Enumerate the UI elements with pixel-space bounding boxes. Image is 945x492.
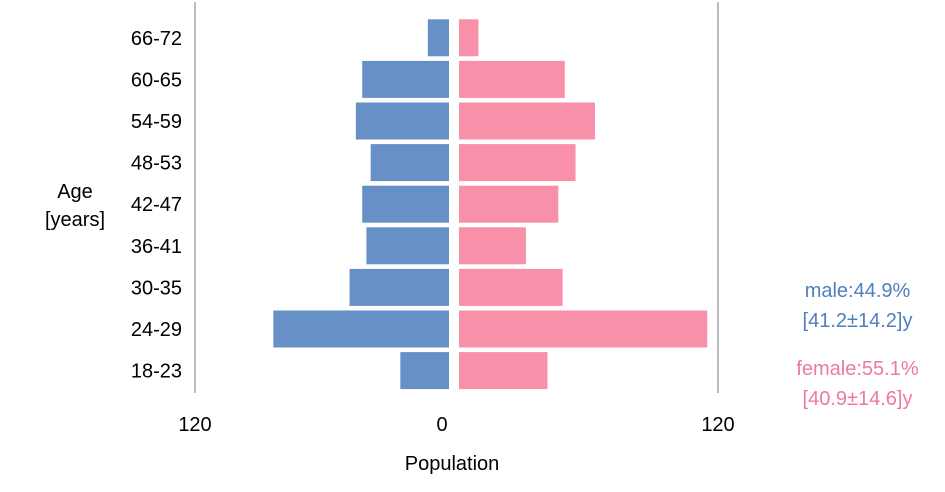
x-tick-label-zero: 0 [436, 414, 447, 436]
male-annotation: male:44.9% [41.2±14.2]y [770, 276, 945, 336]
female-share-text: female:55.1% [796, 358, 919, 380]
y-axis-label-line-2: [years] [44, 209, 106, 231]
male-bar-60-65 [362, 60, 449, 98]
age-label-36-41: 36-41 [131, 236, 182, 258]
male-bar-24-29 [273, 310, 449, 348]
female-bar-30-35 [459, 268, 563, 306]
age-label-42-47: 42-47 [131, 194, 182, 216]
age-category-labels: 66-72 60-65 54-59 48-53 42-47 36-41 30-35 24-29… [131, 28, 182, 383]
age-label-18-23: 18-23 [131, 361, 182, 383]
x-axis-tick-labels: 120 0 120 [178, 414, 734, 436]
female-annotation: female:55.1% [40.9±14.6]y [770, 354, 945, 414]
female-bar-18-23 [459, 352, 548, 390]
age-label-60-65: 60-65 [131, 69, 182, 91]
age-label-48-53: 48-53 [131, 153, 182, 175]
male-share-text: male:44.9% [804, 280, 911, 302]
age-label-54-59: 54-59 [131, 111, 182, 133]
y-axis-label: Age [years] [38, 178, 112, 234]
female-bar-60-65 [459, 60, 565, 98]
y-axis-label-line-1: Age [57, 181, 93, 203]
female-bar-54-59 [459, 102, 595, 140]
age-label-24-29: 24-29 [131, 319, 182, 341]
age-label-66-72: 66-72 [131, 28, 182, 50]
male-bar-42-47 [362, 185, 449, 223]
male-bar-54-59 [355, 102, 449, 140]
x-axis-label: Population [405, 453, 500, 475]
age-label-30-35: 30-35 [131, 277, 182, 299]
x-tick-label-left: 120 [178, 414, 211, 436]
female-bar-24-29 [459, 310, 708, 348]
male-bar-48-53 [370, 144, 449, 182]
female-bar-36-41 [459, 227, 526, 265]
male-bar-36-41 [366, 227, 449, 265]
vertical-reference-lines [194, 2, 719, 393]
female-age-text: [40.9±14.6]y [802, 388, 913, 410]
male-bar-18-23 [400, 352, 449, 390]
male-bar-66-72 [427, 19, 449, 57]
x-tick-label-right: 120 [701, 414, 734, 436]
female-bar-48-53 [459, 144, 576, 182]
female-bar-42-47 [459, 185, 559, 223]
male-bar-30-35 [349, 268, 449, 306]
bars-group [273, 19, 708, 390]
female-bar-66-72 [459, 19, 479, 57]
male-age-text: [41.2±14.2]y [802, 310, 913, 332]
